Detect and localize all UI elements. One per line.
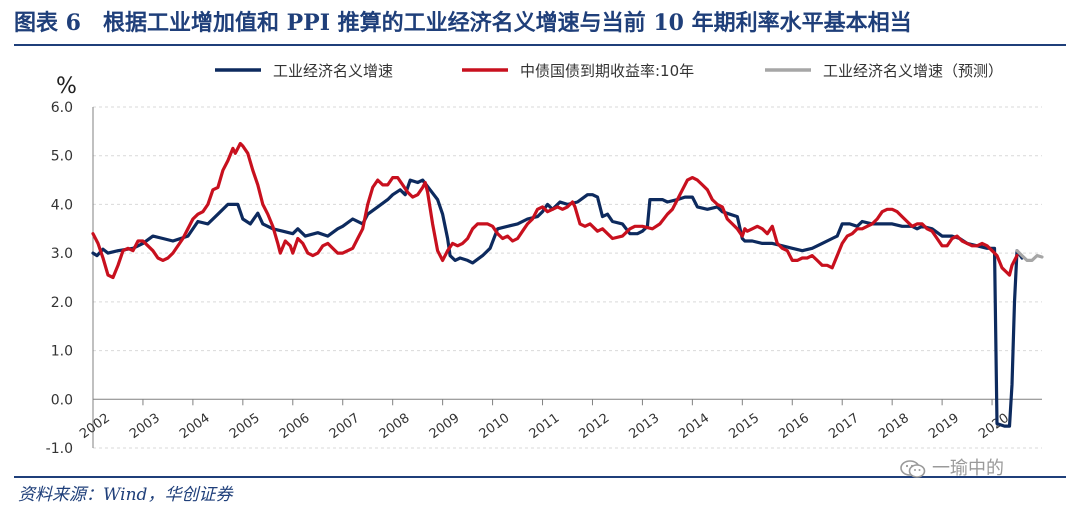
wechat-icon <box>900 460 926 478</box>
series-line <box>1015 249 1044 262</box>
legend-label: 工业经济名义增速 <box>273 62 393 80</box>
y-tick-label: 1.0 <box>51 344 73 360</box>
x-tick-label: 2016 <box>776 411 812 442</box>
gridlines <box>93 106 1042 449</box>
x-axis-ticks: 2002 2003 2004 2005 2006 2007 2008 2009 2010 2011… <box>77 399 1012 442</box>
y-tick-label: 0.0 <box>51 392 73 408</box>
y-unit-label: % <box>56 74 77 99</box>
y-tick-label: -1.0 <box>46 441 73 457</box>
source-note: 资料来源：Wind，华创证券 <box>18 485 233 505</box>
x-tick-label: 2014 <box>677 411 713 442</box>
y-tick-label: 3.0 <box>51 246 73 262</box>
y-tick-label: 6.0 <box>51 100 73 116</box>
x-tick-label: 2009 <box>427 411 463 442</box>
x-tick-label: 2017 <box>826 411 862 442</box>
watermark-text: 一瑜中的 <box>932 458 1004 479</box>
y-tick-label: 4.0 <box>51 197 73 213</box>
x-tick-label: 2002 <box>77 411 113 442</box>
x-tick-label: 2007 <box>327 411 363 442</box>
x-tick-label: 2005 <box>227 411 263 442</box>
x-tick-label: 2013 <box>627 411 663 442</box>
title-divider <box>14 44 1066 46</box>
x-tick-label: 2010 <box>477 411 513 442</box>
x-tick-label: 2003 <box>127 411 163 442</box>
x-tick-label: 2006 <box>277 411 313 442</box>
series-line <box>91 178 1024 428</box>
x-tick-label: 2011 <box>527 411 563 442</box>
series-lines <box>91 141 1044 428</box>
y-tick-label: 2.0 <box>51 295 73 311</box>
line-chart: % 工业经济名义增速 中债国债到期收益率:10年 工业经济名义增速（预测） -1.0… <box>46 62 1044 457</box>
x-tick-label: 2004 <box>177 411 213 442</box>
watermark: 一瑜中的 <box>900 456 1070 482</box>
footer-divider <box>14 476 1066 478</box>
chart-title: 图表 6 根据工业增加值和 PPI 推算的工业经济名义增速与当前 10 年期利率… <box>14 10 912 36</box>
y-axis-ticks: -1.0 0.0 1.0 2.0 3.0 4.0 5.0 6.0 <box>46 100 73 457</box>
y-tick-label: 5.0 <box>51 149 73 165</box>
legend: 工业经济名义增速 中债国债到期收益率:10年 工业经济名义增速（预测） <box>215 62 1003 80</box>
legend-label: 工业经济名义增速（预测） <box>823 62 1003 80</box>
x-tick-label: 2015 <box>726 411 762 442</box>
x-tick-label: 2019 <box>926 411 962 442</box>
series-line <box>91 141 1019 280</box>
x-tick-label: 2018 <box>876 411 912 442</box>
axes <box>92 107 1042 448</box>
x-tick-label: 2008 <box>377 411 413 442</box>
legend-label: 中债国债到期收益率:10年 <box>520 62 694 80</box>
x-tick-label: 2012 <box>577 411 613 442</box>
